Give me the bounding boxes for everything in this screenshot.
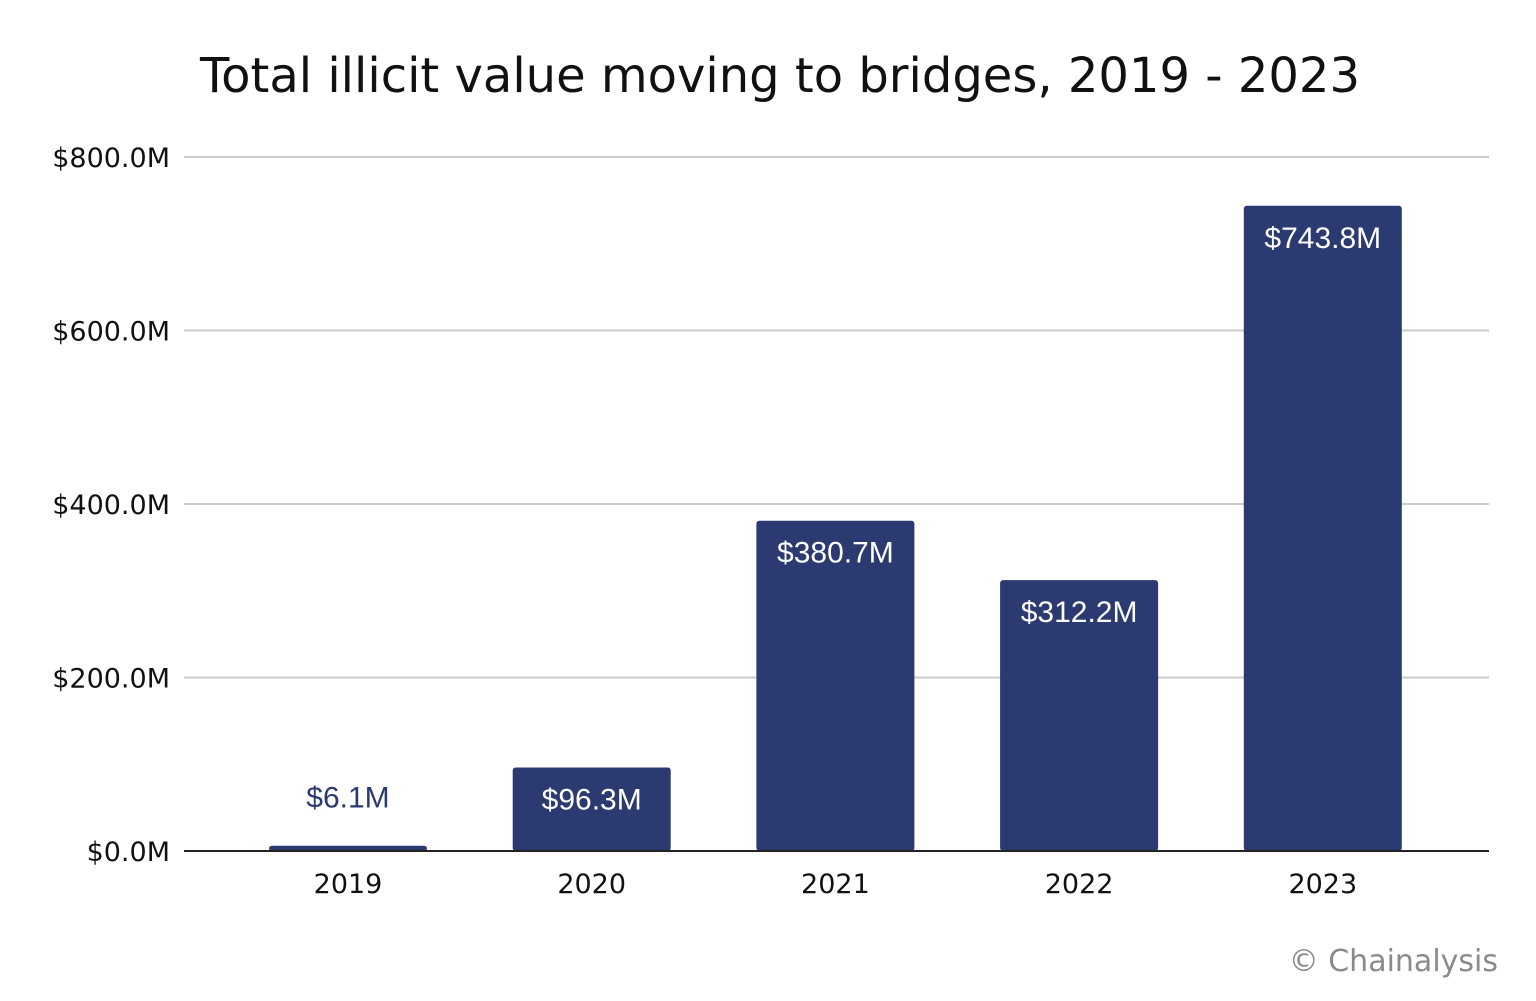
bar-2020 bbox=[512, 767, 671, 851]
bar-2023 bbox=[1243, 205, 1402, 852]
chainalysis-watermark: © Chainalysis bbox=[1288, 944, 1498, 979]
bar-value-label: $743.8M bbox=[1264, 222, 1381, 255]
x-tick-label: 2023 bbox=[1288, 869, 1357, 900]
x-tick-label: 2019 bbox=[314, 869, 383, 900]
bar-value-label: $96.3M bbox=[542, 783, 642, 816]
y-tick-label: $200.0M bbox=[52, 664, 170, 695]
y-tick-label: $600.0M bbox=[52, 317, 170, 348]
x-tick-label: 2021 bbox=[801, 869, 870, 900]
bar-value-label: $6.1M bbox=[306, 782, 389, 815]
y-tick-label: $800.0M bbox=[52, 143, 170, 174]
bar-2022 bbox=[1000, 580, 1159, 851]
y-axis-ticks: $0.0M $200.0M $400.0M $600.0M $800.0M bbox=[52, 143, 170, 868]
bar-value-label: $380.7M bbox=[777, 537, 894, 570]
chart-title: Total illicit value moving to bridges, 2… bbox=[199, 48, 1360, 104]
bars: $6.1M $96.3M $380.7M $312.2M $743.8M bbox=[269, 205, 1402, 852]
bar-value-label: $312.2M bbox=[1021, 596, 1138, 629]
y-tick-label: $0.0M bbox=[87, 837, 170, 868]
x-tick-label: 2022 bbox=[1045, 869, 1114, 900]
x-axis-ticks: 2019 2020 2021 2022 2023 bbox=[314, 869, 1358, 900]
bar-2021 bbox=[756, 520, 915, 851]
bar-2019 bbox=[269, 845, 427, 851]
x-tick-label: 2020 bbox=[557, 869, 626, 900]
y-tick-label: $400.0M bbox=[52, 490, 170, 521]
